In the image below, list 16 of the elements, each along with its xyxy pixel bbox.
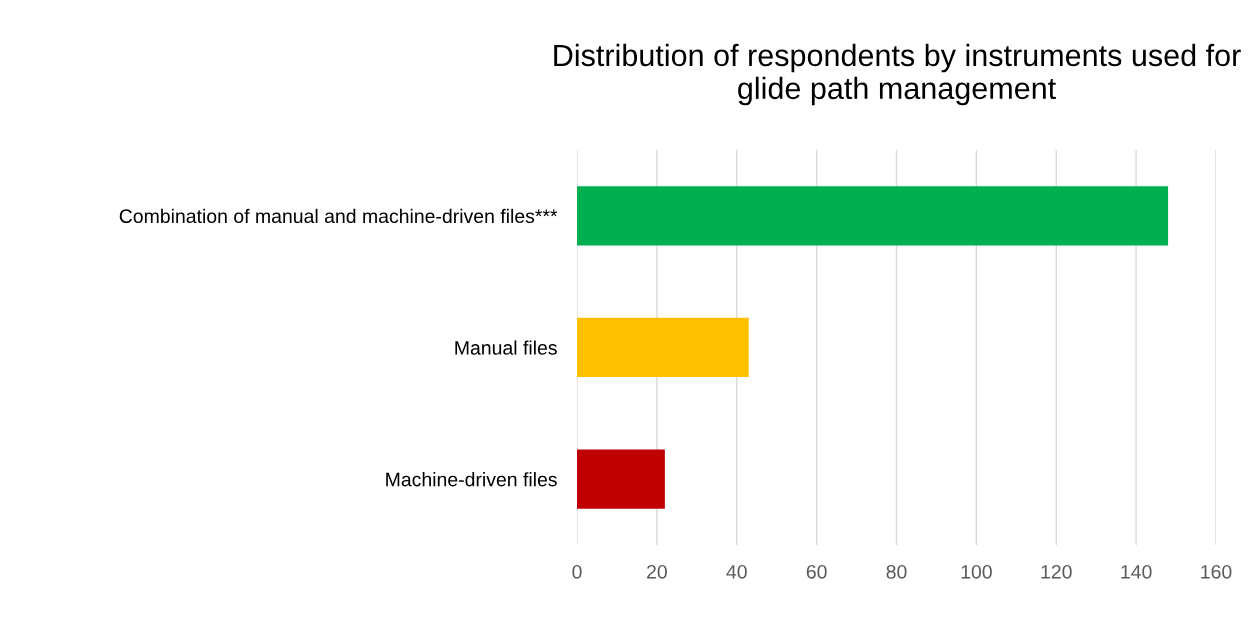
x-tick-label: 140 [1121, 564, 1152, 579]
x-tick-label: 100 [961, 564, 992, 579]
bar [577, 317, 749, 378]
x-tick-label: 40 [726, 564, 747, 579]
x-tick-label: 160 [1201, 564, 1232, 579]
x-tick-label: 80 [886, 564, 907, 579]
x-tick-label: 60 [806, 564, 827, 579]
x-tick-label: 0 [572, 564, 582, 579]
y-tick-label: Combination of manual and machine-driven files*** [119, 208, 558, 224]
y-tick-label: Machine-driven files [386, 472, 557, 487]
x-tick-label: 20 [647, 564, 667, 579]
bar [577, 186, 1169, 246]
bar [577, 449, 665, 509]
chart-title: Distribution of respondents by instruments used for glide path management [554, 43, 1241, 106]
y-tick-label: Manual files [455, 340, 557, 355]
x-tick-label: 120 [1041, 564, 1072, 579]
